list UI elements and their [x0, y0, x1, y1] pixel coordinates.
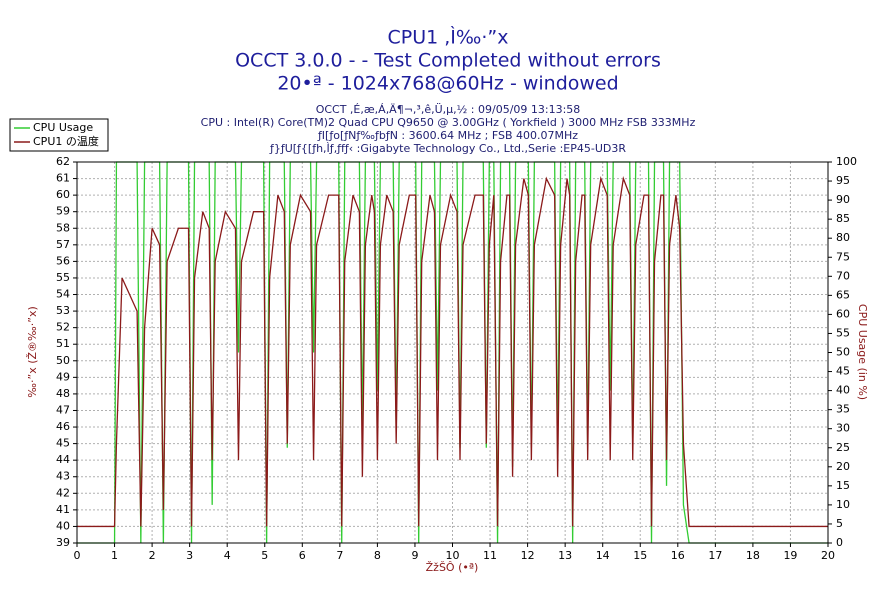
y2-tick-label: 55 — [836, 326, 850, 339]
x-axis-label: ŽžŠÔ (•ª) — [426, 561, 479, 574]
y-tick-label: 44 — [56, 453, 70, 466]
y2-axis-label: CPU Usage (in %) — [856, 304, 869, 400]
x-tick-label: 18 — [746, 549, 760, 562]
y-tick-label: 61 — [56, 172, 70, 185]
y-tick-label: 40 — [56, 519, 70, 532]
y-tick-label: 62 — [56, 155, 70, 168]
plot-frame — [76, 161, 829, 544]
y-axis-label: ‰·”x (Ž®‰·”x) — [26, 306, 39, 398]
y-tick-label: 45 — [56, 437, 70, 450]
y2-tick-label: 5 — [836, 517, 843, 530]
x-tick-label: 15 — [633, 549, 647, 562]
y2-tick-label: 40 — [836, 384, 850, 397]
x-tick-label: 1 — [111, 549, 118, 562]
y-tick-label: 52 — [56, 321, 70, 334]
y2-tick-label: 45 — [836, 365, 850, 378]
y-tick-label: 58 — [56, 221, 70, 234]
x-tick-label: 5 — [261, 549, 268, 562]
x-tick-label: 20 — [821, 549, 835, 562]
x-tick-label: 19 — [783, 549, 797, 562]
chart-subtitle: ƒ}ƒU[ƒ{[ƒh,Ìƒ‚ƒfƒ‹ :Gigabyte Technology … — [269, 142, 626, 155]
chart-title: 20•ª - 1024x768@60Hz - windowed — [277, 73, 618, 95]
x-tick-label: 3 — [186, 549, 193, 562]
x-tick-label: 11 — [483, 549, 497, 562]
y-tick-label: 50 — [56, 354, 70, 367]
x-tick-label: 13 — [558, 549, 572, 562]
y2-tick-label: 0 — [836, 536, 843, 549]
y-tick-label: 56 — [56, 254, 70, 267]
y-tick-label: 43 — [56, 470, 70, 483]
x-tick-label: 4 — [224, 549, 231, 562]
x-tick-label: 6 — [299, 549, 306, 562]
x-tick-label: 8 — [374, 549, 381, 562]
y-tick-label: 51 — [56, 337, 70, 350]
y2-tick-label: 75 — [836, 250, 850, 263]
y2-tick-label: 20 — [836, 460, 850, 473]
y-tick-label: 54 — [56, 288, 70, 301]
x-tick-label: 2 — [149, 549, 156, 562]
y-tick-label: 48 — [56, 387, 70, 400]
y-tick-label: 39 — [56, 536, 70, 549]
chart-subtitle: ƒI[ƒo[ƒNƒ‰ƒbƒN : 3600.64 MHz ; FSB 400.0… — [317, 129, 578, 142]
series-line — [77, 176, 828, 528]
x-tick-label: 16 — [671, 549, 685, 562]
y2-tick-label: 90 — [836, 193, 850, 206]
legend-box — [9, 118, 109, 152]
x-tick-label: 12 — [521, 549, 535, 562]
y2-tick-label: 35 — [836, 403, 850, 416]
y-tick-label: 60 — [56, 188, 70, 201]
y-tick-label: 49 — [56, 370, 70, 383]
x-tick-label: 14 — [596, 549, 610, 562]
x-tick-label: 9 — [411, 549, 418, 562]
chart-title: CPU1 ,Ì‰·”x — [387, 26, 508, 49]
x-tick-label: 0 — [74, 549, 81, 562]
y2-tick-label: 65 — [836, 288, 850, 301]
y2-tick-label: 100 — [836, 155, 857, 168]
y2-tick-label: 60 — [836, 307, 850, 320]
y-tick-label: 53 — [56, 304, 70, 317]
x-tick-label: 17 — [708, 549, 722, 562]
x-tick-label: 10 — [446, 549, 460, 562]
legend-label: CPU Usage — [33, 121, 93, 134]
y-tick-label: 46 — [56, 420, 70, 433]
y-tick-label: 57 — [56, 238, 70, 251]
y-tick-label: 42 — [56, 486, 70, 499]
y2-tick-label: 80 — [836, 231, 850, 244]
chart-subtitle: CPU : Intel(R) Core(TM)2 Quad CPU Q9650 … — [201, 116, 696, 129]
legend-label: CPU1 の温度 — [33, 134, 99, 148]
y-tick-label: 55 — [56, 271, 70, 284]
y-tick-label: 47 — [56, 403, 70, 416]
y2-tick-label: 95 — [836, 174, 850, 187]
y-tick-label: 41 — [56, 503, 70, 516]
y2-tick-label: 85 — [836, 212, 850, 225]
y2-tick-label: 10 — [836, 498, 850, 511]
x-tick-label: 7 — [336, 549, 343, 562]
y2-tick-label: 30 — [836, 422, 850, 435]
chart-subtitle: OCCT ,É,æ,Á,Ä¶¬,³,ê,Ü,µ,½ : 09/05/09 13:… — [316, 103, 581, 116]
y2-tick-label: 70 — [836, 269, 850, 282]
y2-tick-label: 25 — [836, 441, 850, 454]
chart-title: OCCT 3.0.0 - - Test Completed without er… — [235, 50, 661, 72]
y-tick-label: 59 — [56, 205, 70, 218]
y2-tick-label: 50 — [836, 346, 850, 359]
y2-tick-label: 15 — [836, 479, 850, 492]
